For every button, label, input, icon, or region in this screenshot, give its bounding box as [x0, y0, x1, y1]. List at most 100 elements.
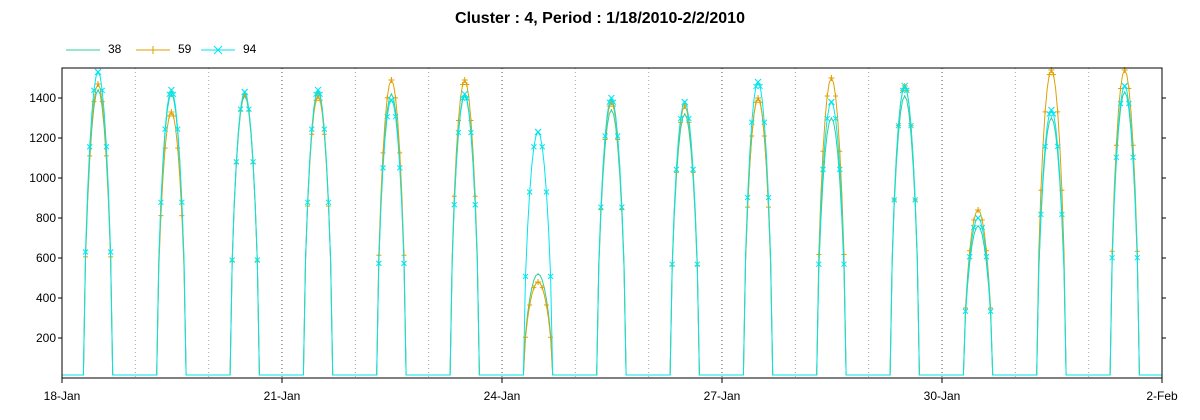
y-tick-label: 1200 — [29, 131, 56, 145]
series-marker — [91, 99, 97, 105]
chart-title: Cluster : 4, Period : 1/18/2010-2/2/2010 — [455, 10, 745, 27]
data-point — [683, 113, 686, 115]
series-marker — [690, 166, 696, 173]
series-marker — [967, 248, 973, 254]
series-marker — [1046, 72, 1052, 78]
series-marker — [388, 97, 395, 103]
series-marker — [82, 249, 89, 255]
series-marker — [317, 97, 323, 103]
y-tick-label: 1400 — [29, 91, 56, 105]
series-marker — [99, 87, 106, 94]
series-marker — [841, 261, 847, 268]
legend-label-series-3: 94 — [243, 42, 257, 56]
x-tick-label: 18-Jan — [44, 389, 81, 403]
series-marker — [828, 99, 835, 105]
series-marker — [677, 115, 684, 122]
series-marker — [166, 113, 172, 119]
series-marker — [1113, 154, 1120, 161]
series-marker — [107, 249, 114, 255]
x-tick-label: 2-Feb — [1146, 389, 1178, 403]
axes: 200 400 600 800 1000 1200 1400 18-Jan 21-Jan 24-J… — [29, 67, 1178, 403]
data-point — [97, 89, 99, 91]
series-marker — [1130, 154, 1136, 161]
data-point — [830, 117, 833, 119]
data-point-mark — [1048, 106, 1055, 114]
series-marker — [912, 197, 919, 203]
series-marker — [975, 215, 981, 221]
series-marker — [99, 99, 105, 105]
series-marker — [761, 119, 768, 126]
series-marker — [380, 150, 386, 156]
data-point-mark — [168, 86, 175, 94]
x-tick-label: 24-Jan — [484, 389, 521, 403]
series-marker — [824, 115, 831, 122]
data-point — [461, 90, 469, 98]
series-marker — [526, 189, 533, 195]
series-marker — [392, 113, 399, 120]
data-point-mark — [608, 94, 615, 102]
series-marker — [86, 143, 93, 150]
series-marker — [602, 133, 608, 139]
series-marker — [748, 119, 755, 126]
series-marker — [397, 150, 403, 156]
series-marker — [522, 273, 529, 280]
data-point — [168, 86, 175, 94]
series-marker — [987, 308, 994, 315]
series-marker — [460, 81, 466, 87]
series-marker — [396, 165, 403, 171]
series-marker — [535, 129, 541, 135]
series-marker — [749, 133, 755, 139]
series-marker — [246, 106, 252, 113]
series-marker — [899, 87, 906, 94]
series-marker — [979, 224, 986, 231]
series-marker — [610, 99, 617, 106]
series-marker — [1121, 83, 1128, 89]
series-marker — [833, 93, 839, 99]
series-marker — [1054, 143, 1061, 150]
y-tick-label: 200 — [36, 331, 56, 345]
series-marker — [170, 91, 177, 98]
plot-frame — [61, 67, 1163, 379]
series-marker — [744, 194, 751, 201]
series-marker — [527, 302, 533, 308]
series-marker — [451, 201, 458, 208]
series-marker — [1046, 111, 1053, 117]
data-point — [901, 82, 909, 90]
series-line-2 — [62, 68, 1162, 376]
series-marker — [1109, 254, 1116, 261]
series-marker — [464, 81, 470, 87]
series-marker — [824, 93, 830, 99]
legend-swatch-series-1 — [66, 49, 100, 51]
y-tick-label: 600 — [36, 251, 56, 265]
series-marker — [908, 122, 914, 129]
series-marker — [250, 158, 256, 165]
x-tick-label: 27-Jan — [704, 389, 741, 403]
series-marker — [836, 166, 843, 173]
data-point — [610, 109, 613, 111]
series-marker — [598, 204, 604, 211]
series-marker — [166, 91, 173, 98]
data-point — [314, 86, 322, 94]
series-marker — [170, 113, 176, 119]
legend-swatch-series-2 — [136, 46, 170, 54]
series-marker — [1126, 100, 1132, 107]
series-marker — [237, 106, 244, 113]
data-point-mark — [901, 82, 909, 90]
series-marker — [686, 115, 692, 122]
series-marker — [606, 99, 613, 106]
series-2 — [62, 67, 1162, 376]
series-marker — [158, 199, 164, 206]
series-marker — [313, 97, 319, 103]
series-marker — [455, 117, 461, 123]
series-marker — [162, 126, 168, 132]
series-marker — [233, 158, 240, 165]
series-layer — [62, 67, 1162, 376]
series-marker — [254, 257, 261, 263]
data-point — [903, 95, 906, 97]
series-marker — [1042, 143, 1048, 150]
series-3 — [62, 68, 1162, 376]
series-marker — [547, 273, 554, 280]
series-marker — [903, 87, 910, 94]
series-marker — [463, 95, 470, 102]
series-marker — [1117, 100, 1124, 107]
